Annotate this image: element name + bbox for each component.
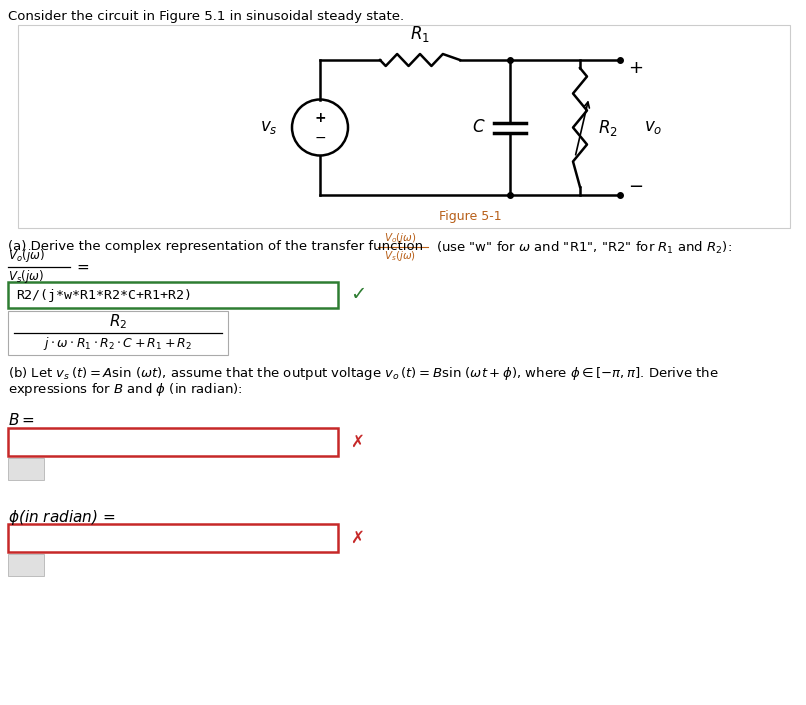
Text: $V_o(j\omega)$: $V_o(j\omega)$	[384, 231, 416, 245]
Text: (b) Let $v_s\,(t) = A\sin\,(\omega t)$, assume that the output voltage $v_o\,(t): (b) Let $v_s\,(t) = A\sin\,(\omega t)$, …	[8, 365, 719, 382]
Bar	[8, 428, 338, 456]
Text: ✓: ✓	[350, 286, 367, 305]
Text: (a) Derive the complex representation of the transfer function: (a) Derive the complex representation of…	[8, 240, 423, 253]
Text: $R_2$: $R_2$	[598, 118, 618, 137]
Bar	[8, 282, 338, 308]
Text: $V_o(j\omega)$: $V_o(j\omega)$	[8, 247, 44, 264]
Text: $v_o$: $v_o$	[644, 118, 663, 137]
Text: $V_s(j\omega)$: $V_s(j\omega)$	[384, 249, 416, 263]
Text: expressions for $B$ and $\phi$ (in radian):: expressions for $B$ and $\phi$ (in radia…	[8, 381, 243, 398]
Text: $R_2$: $R_2$	[109, 312, 127, 331]
Text: $V_s(j\omega)$: $V_s(j\omega)$	[8, 268, 44, 285]
Text: $v_s$: $v_s$	[260, 118, 278, 137]
Text: $R_1$: $R_1$	[410, 24, 430, 44]
Text: −: −	[628, 178, 643, 196]
Text: +: +	[314, 111, 326, 125]
Text: −: −	[314, 130, 326, 145]
Text: Figure 5-1: Figure 5-1	[438, 210, 501, 223]
Text: +: +	[628, 59, 643, 77]
Bar	[8, 458, 44, 480]
Bar	[18, 25, 790, 228]
Bar	[8, 524, 338, 552]
Text: $B =$: $B =$	[8, 412, 35, 428]
Text: ✗: ✗	[350, 433, 364, 451]
Bar	[8, 554, 44, 576]
Text: =: =	[76, 259, 89, 274]
Text: $j \cdot \omega \cdot R_1 \cdot R_2 \cdot C + R_1 + R_2$: $j \cdot \omega \cdot R_1 \cdot R_2 \cdo…	[44, 335, 193, 352]
Bar	[8, 311, 228, 355]
Text: $C$: $C$	[472, 118, 486, 137]
Text: Consider the circuit in Figure 5.1 in sinusoidal steady state.: Consider the circuit in Figure 5.1 in si…	[8, 10, 404, 23]
Text: $\phi$(in radian) =: $\phi$(in radian) =	[8, 508, 115, 527]
Text: (use "w" for $\omega$ and "R1", "R2" for $R_1$ and $R_2$):: (use "w" for $\omega$ and "R1", "R2" for…	[436, 240, 732, 256]
Text: R2/(j*w*R1*R2*C+R1+R2): R2/(j*w*R1*R2*C+R1+R2)	[16, 288, 192, 302]
Text: ✗: ✗	[350, 529, 364, 547]
